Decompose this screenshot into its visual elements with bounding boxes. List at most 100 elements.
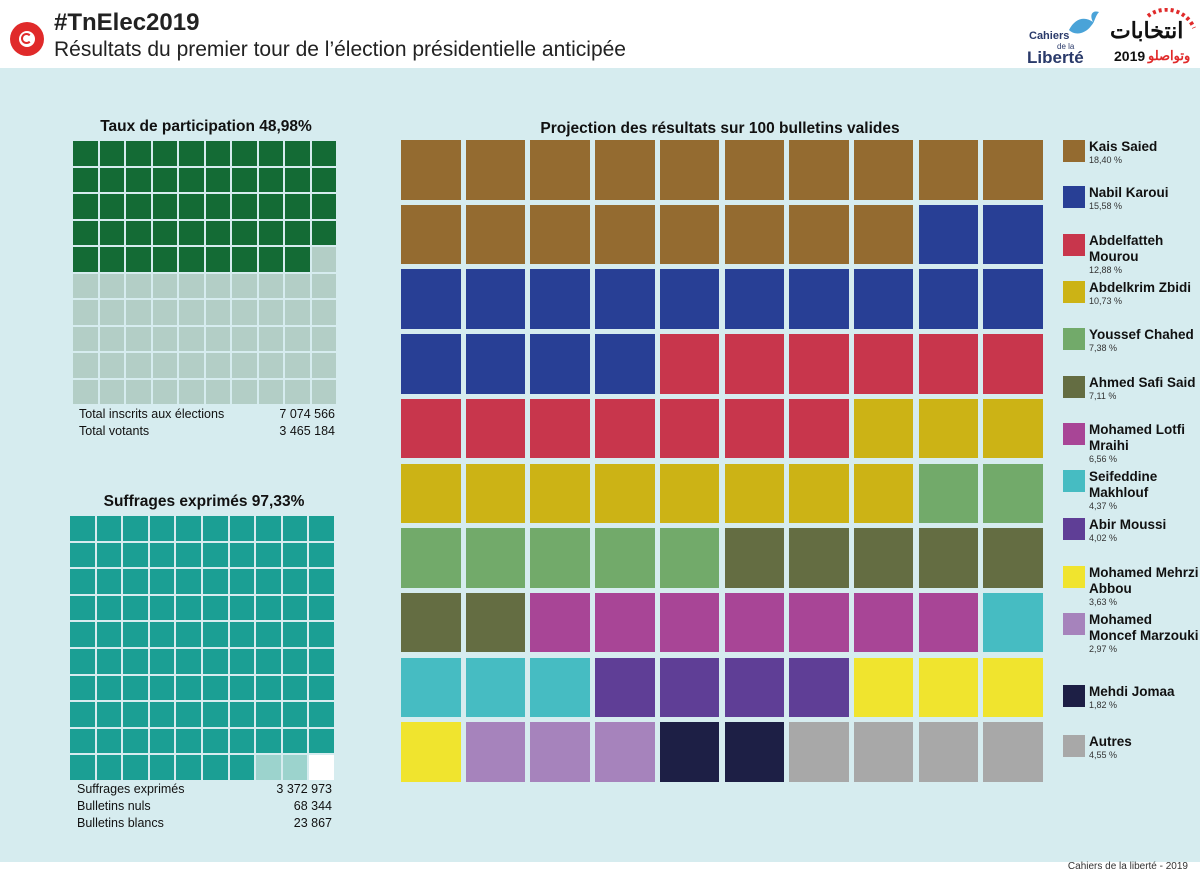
participation-cell (126, 300, 151, 325)
participation-cell (258, 167, 283, 192)
exprimes-cell (256, 702, 281, 727)
exprimes-cell (149, 675, 175, 701)
participation-cell (311, 300, 336, 325)
participation-cell (311, 353, 336, 378)
participation-cell (73, 220, 98, 245)
projection-cell (789, 269, 849, 329)
projection-cell (853, 204, 914, 265)
legend-candidate-name: Abdelfatteh Mourou (1089, 233, 1164, 264)
exprimes-cell (149, 728, 175, 754)
projection-cell (789, 463, 849, 523)
projection-cell (595, 722, 655, 782)
projection-cell (918, 463, 979, 523)
projection-cell (983, 334, 1043, 394)
exprimes-cell (256, 542, 281, 568)
dove-icon (1069, 11, 1099, 34)
projection-cell (853, 334, 914, 394)
exprimes-cell (282, 622, 308, 647)
participation-cell (99, 300, 124, 325)
footer-credit: Cahiers de la liberté - 2019 (1067, 861, 1188, 872)
exprimes-cell (96, 755, 122, 780)
stat-value-votants: 3 465 184 (279, 424, 335, 438)
projection-cell (595, 334, 655, 394)
projection-cell (595, 463, 655, 523)
projection-cell (659, 528, 720, 588)
projection-cell (595, 657, 655, 718)
participation-cell (73, 167, 98, 192)
projection-cell (853, 592, 914, 653)
participation-cell (205, 353, 230, 378)
exprimes-cell (176, 702, 201, 727)
exprimes-cell (203, 542, 228, 568)
participation-cell (258, 194, 283, 219)
projection-cell (789, 528, 849, 588)
participation-cell (179, 326, 204, 351)
legend-candidate-pct: 15,58 % (1089, 201, 1123, 211)
exprimes-cell (149, 542, 175, 568)
projection-cell (659, 269, 720, 329)
stat-value-inscrits: 7 074 566 (279, 407, 335, 421)
exprimes-cell (149, 649, 175, 674)
exprimes-cell (96, 728, 122, 754)
participation-cell (311, 167, 336, 192)
projection-cell (789, 722, 849, 782)
projection-cell (983, 657, 1043, 718)
projection-cell (789, 657, 849, 718)
legend-candidate-pct: 1,82 % (1089, 700, 1118, 710)
participation-cell (99, 194, 124, 219)
projection-cell (659, 722, 720, 782)
projection-cell (853, 269, 914, 329)
exprimes-cell (309, 755, 334, 780)
participation-cell (73, 247, 98, 272)
participation-cell (99, 326, 124, 351)
legend-candidate-pct: 7,11 % (1089, 391, 1117, 401)
exprimes-cell (309, 569, 334, 594)
exprimes-cell (203, 516, 228, 541)
participation-cell (73, 194, 98, 219)
exprimes-cell (70, 622, 95, 647)
legend-swatch (1063, 735, 1085, 757)
legend-candidate-name: Autres (1089, 734, 1132, 749)
participation-cell (126, 273, 151, 298)
participation-cell (205, 379, 230, 404)
exprimes-cell (203, 595, 228, 621)
projection-cell (465, 398, 526, 459)
exprimes-cell (256, 649, 281, 674)
exprimes-cell (123, 569, 148, 594)
legend-swatch (1063, 518, 1085, 540)
participation-cell (152, 300, 177, 325)
legend-candidate-name: Youssef Chahed (1089, 327, 1194, 342)
projection-cell (595, 528, 655, 588)
projection-cell (918, 528, 979, 588)
legend-swatch (1063, 613, 1085, 635)
legend-candidate-name: Nabil Karoui (1089, 185, 1169, 200)
participation-cell (232, 141, 257, 166)
exprimes-cell (203, 728, 228, 754)
exprimes-cell (203, 755, 228, 780)
projection-cell (465, 722, 526, 782)
legend-candidate-name: Seifeddine Makhlouf (1089, 469, 1158, 500)
participation-cell (99, 220, 124, 245)
exprimes-cell (256, 622, 281, 647)
participation-cell (179, 194, 204, 219)
exprimes-cell (309, 622, 334, 647)
exprimes-title: Suffrages exprimés 97,33% (103, 493, 305, 510)
projection-cell (724, 463, 784, 523)
exprimes-cell (282, 516, 308, 541)
exprimes-cell (309, 649, 334, 674)
participation-cell (311, 141, 336, 166)
legend-candidate-pct: 7,38 % (1089, 343, 1118, 353)
exprimes-cell (123, 516, 148, 541)
exprimes-cell (309, 595, 334, 621)
participation-cell (311, 326, 336, 351)
projection-cell (465, 592, 526, 653)
participation-cell (311, 379, 336, 404)
participation-cell (73, 141, 98, 166)
participation-cell (126, 167, 151, 192)
participation-cell (126, 247, 151, 272)
participation-cell (232, 194, 257, 219)
projection-cell (659, 398, 720, 459)
participation-cell (285, 379, 310, 404)
participation-cell (232, 326, 257, 351)
participation-cell (73, 326, 98, 351)
